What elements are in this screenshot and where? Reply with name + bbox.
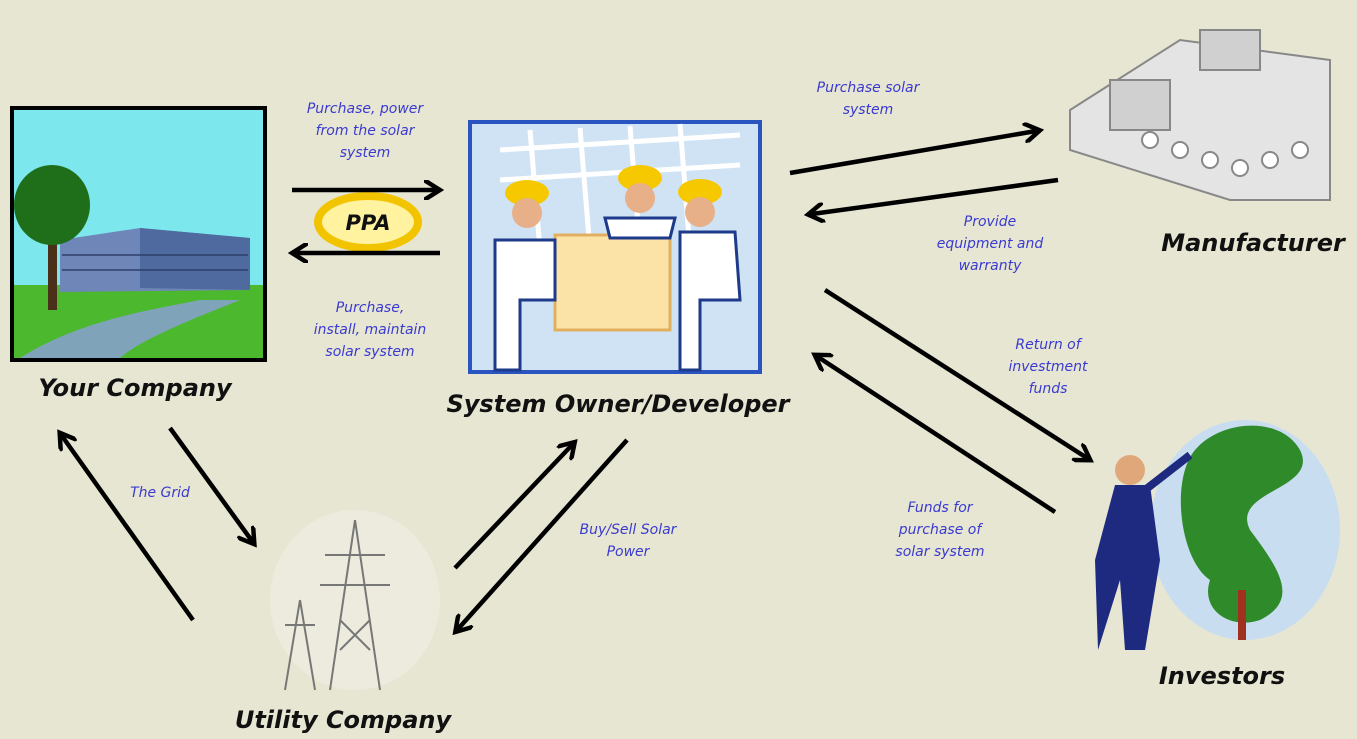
- edge-label: system: [340, 145, 391, 161]
- node-label: Manufacturer: [1161, 229, 1347, 257]
- node-label: Utility Company: [235, 706, 453, 734]
- edge-label: Buy/Sell Solar: [580, 522, 678, 538]
- system-owner-image: [470, 122, 760, 372]
- edge-label: Purchase solar: [817, 80, 921, 96]
- edge-label: solar system: [895, 544, 984, 560]
- node-label: Your Company: [38, 374, 233, 402]
- edge-label: from the solar: [316, 123, 416, 139]
- edge-label: investment: [1008, 359, 1088, 375]
- diagram: PPA Your Company System Owner/Developer …: [0, 0, 1357, 739]
- edge-label: install, maintain: [314, 322, 427, 338]
- utility-image: [270, 510, 440, 690]
- edge-label: Purchase,: [336, 300, 405, 316]
- ppa-label: PPA: [345, 211, 390, 235]
- edge-label: Return of: [1015, 337, 1082, 353]
- edge-label: system: [843, 102, 894, 118]
- edge-label: equipment and: [937, 236, 1044, 252]
- node-label: System Owner/Developer: [447, 390, 792, 418]
- edge-label: warranty: [959, 258, 1022, 274]
- edge-label: Purchase, power: [307, 101, 425, 117]
- edge-label: Power: [607, 544, 651, 560]
- edge-label: The Grid: [130, 485, 190, 501]
- edge-label: funds: [1029, 381, 1068, 397]
- node-label: Investors: [1159, 662, 1285, 690]
- your-company-image: [12, 108, 265, 360]
- edge-label: solar system: [325, 344, 414, 360]
- edge-label: Funds for: [907, 500, 973, 516]
- edge-label: purchase of: [898, 522, 984, 538]
- edge-label: Provide: [964, 214, 1016, 230]
